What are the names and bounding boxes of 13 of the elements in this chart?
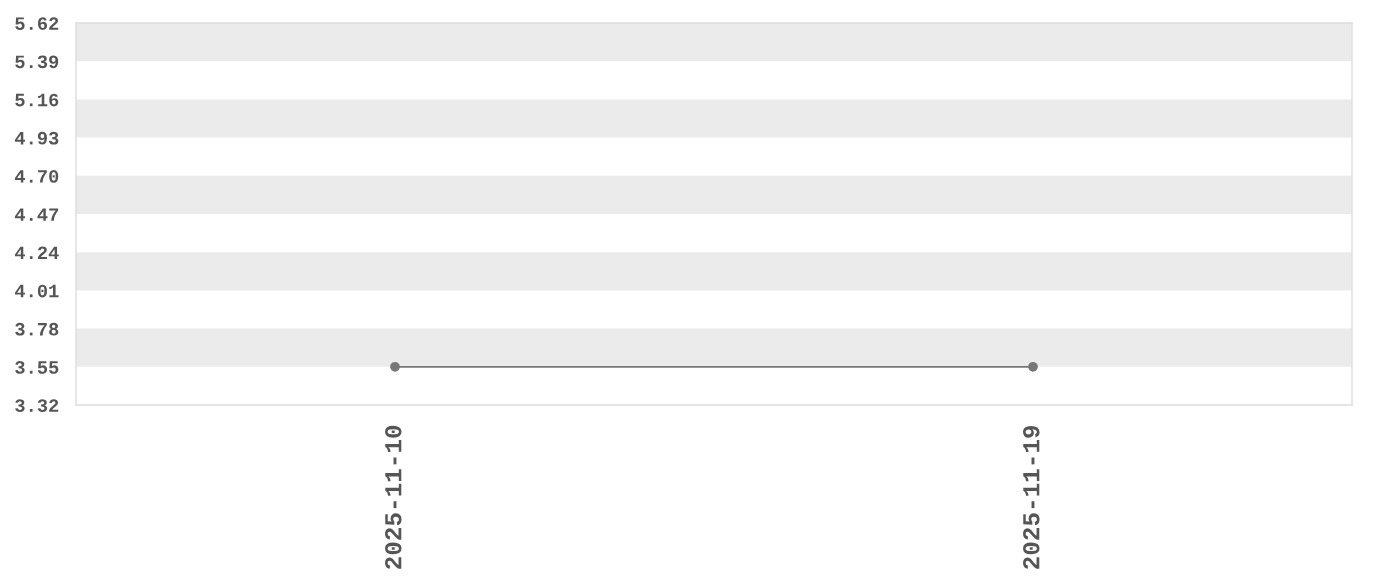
y-tick-label: 3.78 [15,322,59,336]
y-tick-label: 4.24 [14,246,59,259]
y-tick-label: 4.70 [14,170,59,183]
y-tick-label: 3.32 [15,399,59,412]
y-tick-label: 5.16 [15,93,59,107]
y-tick-label: 5.62 [15,17,59,30]
y-tick-label: 4.93 [14,131,59,145]
y-tick-label: 3.55 [15,361,59,374]
x-tick-label: 2025-11-10 [385,425,402,569]
y-tick-label: 4.01 [14,284,59,298]
x-tick-label: 2025-11-19 [1023,425,1040,569]
y-tick-label: 5.39 [15,55,59,69]
y-tick-label: 4.47 [14,208,59,221]
